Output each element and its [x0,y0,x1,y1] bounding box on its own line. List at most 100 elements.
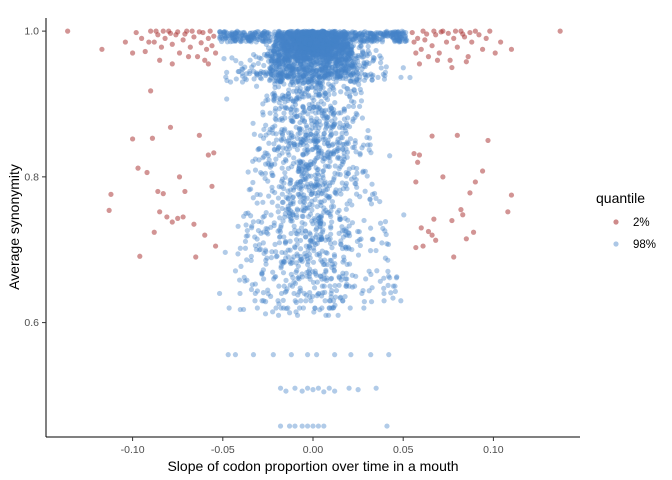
data-point-98pct [324,210,330,216]
data-point-98pct [322,45,328,51]
data-point-2pct [425,228,432,235]
data-point-98pct [320,175,326,181]
data-point-98pct [344,90,350,97]
data-point-98pct [253,39,259,45]
data-point-98pct [234,35,240,41]
data-point-98pct [369,31,376,37]
data-point-98pct [254,71,260,77]
data-point-98pct [324,186,331,192]
data-point-98pct [354,238,361,245]
data-point-98pct [334,54,340,60]
data-point-98pct [290,201,296,207]
data-point-98pct [345,170,351,177]
data-point-98pct [330,75,336,82]
data-point-98pct [366,135,373,141]
data-point-98pct [390,29,396,36]
data-point-98pct [313,32,319,38]
data-point-98pct [312,36,319,42]
data-point-98pct [371,190,378,197]
data-point-98pct [328,39,334,45]
data-point-98pct [387,29,393,36]
data-point-98pct [332,190,338,196]
data-point-98pct [332,283,338,289]
data-point-98pct [300,46,306,52]
data-point-98pct [317,220,324,226]
data-point-98pct [306,67,312,73]
data-point-98pct [300,40,306,46]
data-point-2pct [431,28,437,34]
data-point-98pct [283,255,289,261]
data-point-98pct [241,274,247,280]
data-point-98pct [324,45,330,51]
data-point-98pct [300,44,306,50]
data-point-98pct [300,72,306,78]
data-point-98pct [290,44,297,50]
data-point-98pct [308,42,315,48]
data-point-98pct [316,109,322,115]
data-point-98pct [266,157,272,163]
data-point-98pct [318,42,324,48]
data-point-98pct [320,221,327,227]
data-point-98pct [329,124,335,131]
data-point-98pct [275,57,281,64]
data-point-98pct [301,35,308,41]
data-point-98pct [333,191,340,197]
data-point-98pct [378,31,384,37]
data-point-98pct [310,32,316,38]
data-point-98pct [298,158,304,165]
data-point-98pct [338,69,345,75]
data-point-98pct [330,150,337,157]
data-point-98pct [335,39,341,45]
data-point-98pct [287,36,294,43]
data-point-98pct [292,36,298,42]
data-point-98pct [252,30,258,36]
data-point-98pct [290,69,296,75]
data-point-98pct [310,44,316,50]
data-point-98pct [309,33,315,40]
data-point-2pct [429,43,435,49]
data-point-98pct [333,55,339,61]
data-point-98pct [274,79,281,85]
data-point-98pct [310,59,317,65]
data-point-98pct [242,64,248,70]
data-point-98pct [325,45,332,51]
data-point-98pct [339,158,345,165]
data-point-98pct [395,29,401,35]
data-point-98pct [304,52,311,58]
data-point-98pct [340,234,346,240]
data-point-98pct [330,28,336,34]
data-point-98pct [379,39,385,45]
data-point-98pct [304,54,310,60]
data-point-98pct [329,108,335,114]
data-point-98pct [316,251,322,257]
data-point-98pct [277,78,283,84]
data-point-98pct [275,59,281,65]
data-point-98pct [292,298,298,304]
data-point-98pct [360,31,366,37]
data-point-98pct [320,44,326,50]
data-point-98pct [305,44,311,50]
data-point-98pct [295,47,302,54]
data-point-98pct [312,40,318,46]
data-point-98pct [299,29,305,35]
data-point-98pct [272,161,278,167]
data-point-98pct [303,40,309,46]
data-point-98pct [281,42,287,48]
data-point-98pct [367,34,374,40]
data-point-98pct [348,62,354,68]
data-point-98pct [294,66,300,72]
data-point-98pct [299,42,305,48]
data-point-98pct [309,65,315,71]
data-point-98pct [331,37,337,43]
data-point-98pct [240,30,246,36]
data-point-98pct [340,298,346,304]
data-point-98pct [334,50,340,56]
data-point-98pct [369,30,375,37]
data-point-98pct [326,50,333,56]
data-point-98pct [305,32,311,38]
data-point-98pct [265,33,272,39]
data-point-98pct [321,38,328,44]
data-point-98pct [329,55,335,62]
data-point-98pct [337,47,343,53]
data-point-98pct [328,42,334,48]
